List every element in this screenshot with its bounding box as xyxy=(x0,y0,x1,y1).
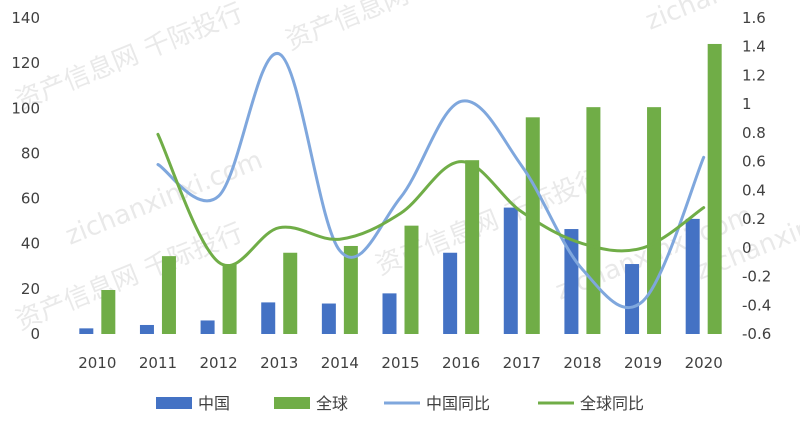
x-tick-label: 2020 xyxy=(685,354,723,372)
line-中国同比 xyxy=(156,52,706,309)
bar-全球-2019 xyxy=(647,107,662,335)
left-tick-label: 80 xyxy=(21,144,40,162)
right-tick-label: -0.6 xyxy=(742,325,771,343)
x-tick-label: 2012 xyxy=(199,354,237,372)
right-tick-label: 1.6 xyxy=(742,9,766,27)
right-tick-label: 1.2 xyxy=(742,66,766,84)
x-tick-label: 2013 xyxy=(260,354,298,372)
x-tick-label: 2014 xyxy=(321,354,359,372)
bar-中国-2013 xyxy=(261,302,276,334)
x-tick-label: 2018 xyxy=(563,354,601,372)
bar-全球-2017 xyxy=(525,117,540,334)
right-tick-label: 0.2 xyxy=(742,210,766,228)
left-tick-label: 0 xyxy=(30,325,40,343)
bar-全球-2015 xyxy=(404,225,419,334)
watermark-text: 资产信息网 千际投行 xyxy=(11,0,247,116)
right-tick-label: 1.4 xyxy=(742,38,766,56)
legend-label-全球同比: 全球同比 xyxy=(580,394,644,413)
right-tick-label: 0 xyxy=(742,239,752,257)
right-tick-label: 1 xyxy=(742,95,752,113)
x-tick-label: 2017 xyxy=(503,354,541,372)
bar-中国-2014 xyxy=(321,303,336,334)
bar-中国-2010 xyxy=(79,328,94,334)
legend-label-中国: 中国 xyxy=(198,394,230,413)
right-axis: -0.6 -0.4 -0.2 0 0.2 0.4 0.6 0.8 1 1.2 1.4 1.6 xyxy=(742,9,771,343)
legend: 中国 全球 中国同比 全球同比 xyxy=(156,394,644,413)
left-tick-label: 60 xyxy=(21,190,40,208)
bar-全球-2014 xyxy=(343,245,358,334)
x-tick-label: 2016 xyxy=(442,354,480,372)
line-全球同比 xyxy=(156,132,706,267)
right-tick-label: 0.4 xyxy=(742,181,766,199)
watermark-text: 资产信息网 千际投行 xyxy=(11,218,247,337)
bar-中国-2011 xyxy=(139,324,154,334)
bar-中国-2016 xyxy=(443,252,458,334)
bar-中国-2015 xyxy=(382,293,397,334)
bar-中国-2017 xyxy=(503,207,518,334)
x-tick-label: 2019 xyxy=(624,354,662,372)
line-layer xyxy=(156,52,706,309)
bar-中国-2018 xyxy=(564,229,579,334)
bar-全球-2011 xyxy=(161,256,176,334)
left-axis: 0 20 40 60 80 100 120 140 xyxy=(11,9,40,343)
left-tick-label: 140 xyxy=(11,9,40,27)
left-tick-label: 20 xyxy=(21,280,40,298)
bar-全球-2013 xyxy=(283,252,298,334)
legend-label-中国同比: 中国同比 xyxy=(426,394,490,413)
bar-全球-2020 xyxy=(707,43,722,334)
bar-中国-2020 xyxy=(685,218,700,334)
legend-label-全球: 全球 xyxy=(316,394,348,413)
legend-swatch-中国 xyxy=(156,397,192,409)
right-tick-label: -0.4 xyxy=(742,296,771,314)
bar-中国-2019 xyxy=(625,264,640,334)
left-tick-label: 40 xyxy=(21,235,40,253)
bar-全球-2010 xyxy=(101,289,116,334)
bar-全球-2012 xyxy=(222,264,237,334)
bar-全球-2016 xyxy=(465,160,480,334)
x-tick-label: 2015 xyxy=(381,354,419,372)
right-tick-label: -0.2 xyxy=(742,268,771,286)
left-tick-label: 100 xyxy=(11,99,40,117)
left-tick-label: 120 xyxy=(11,54,40,72)
x-axis: 2010 2011 2012 2013 2014 2015 2016 2017 2018 2019… xyxy=(78,354,723,372)
right-tick-label: 0.6 xyxy=(742,153,766,171)
right-tick-label: 0.8 xyxy=(742,124,766,142)
legend-swatch-全球 xyxy=(274,397,310,409)
x-tick-label: 2010 xyxy=(78,354,116,372)
bar-中国-2012 xyxy=(200,320,215,334)
x-tick-label: 2011 xyxy=(139,354,177,372)
watermark-text: zichanxinxi.com xyxy=(641,0,800,36)
bar-全球-2018 xyxy=(586,107,601,335)
watermark-text: 资产信息网 千际投行 xyxy=(281,0,517,56)
